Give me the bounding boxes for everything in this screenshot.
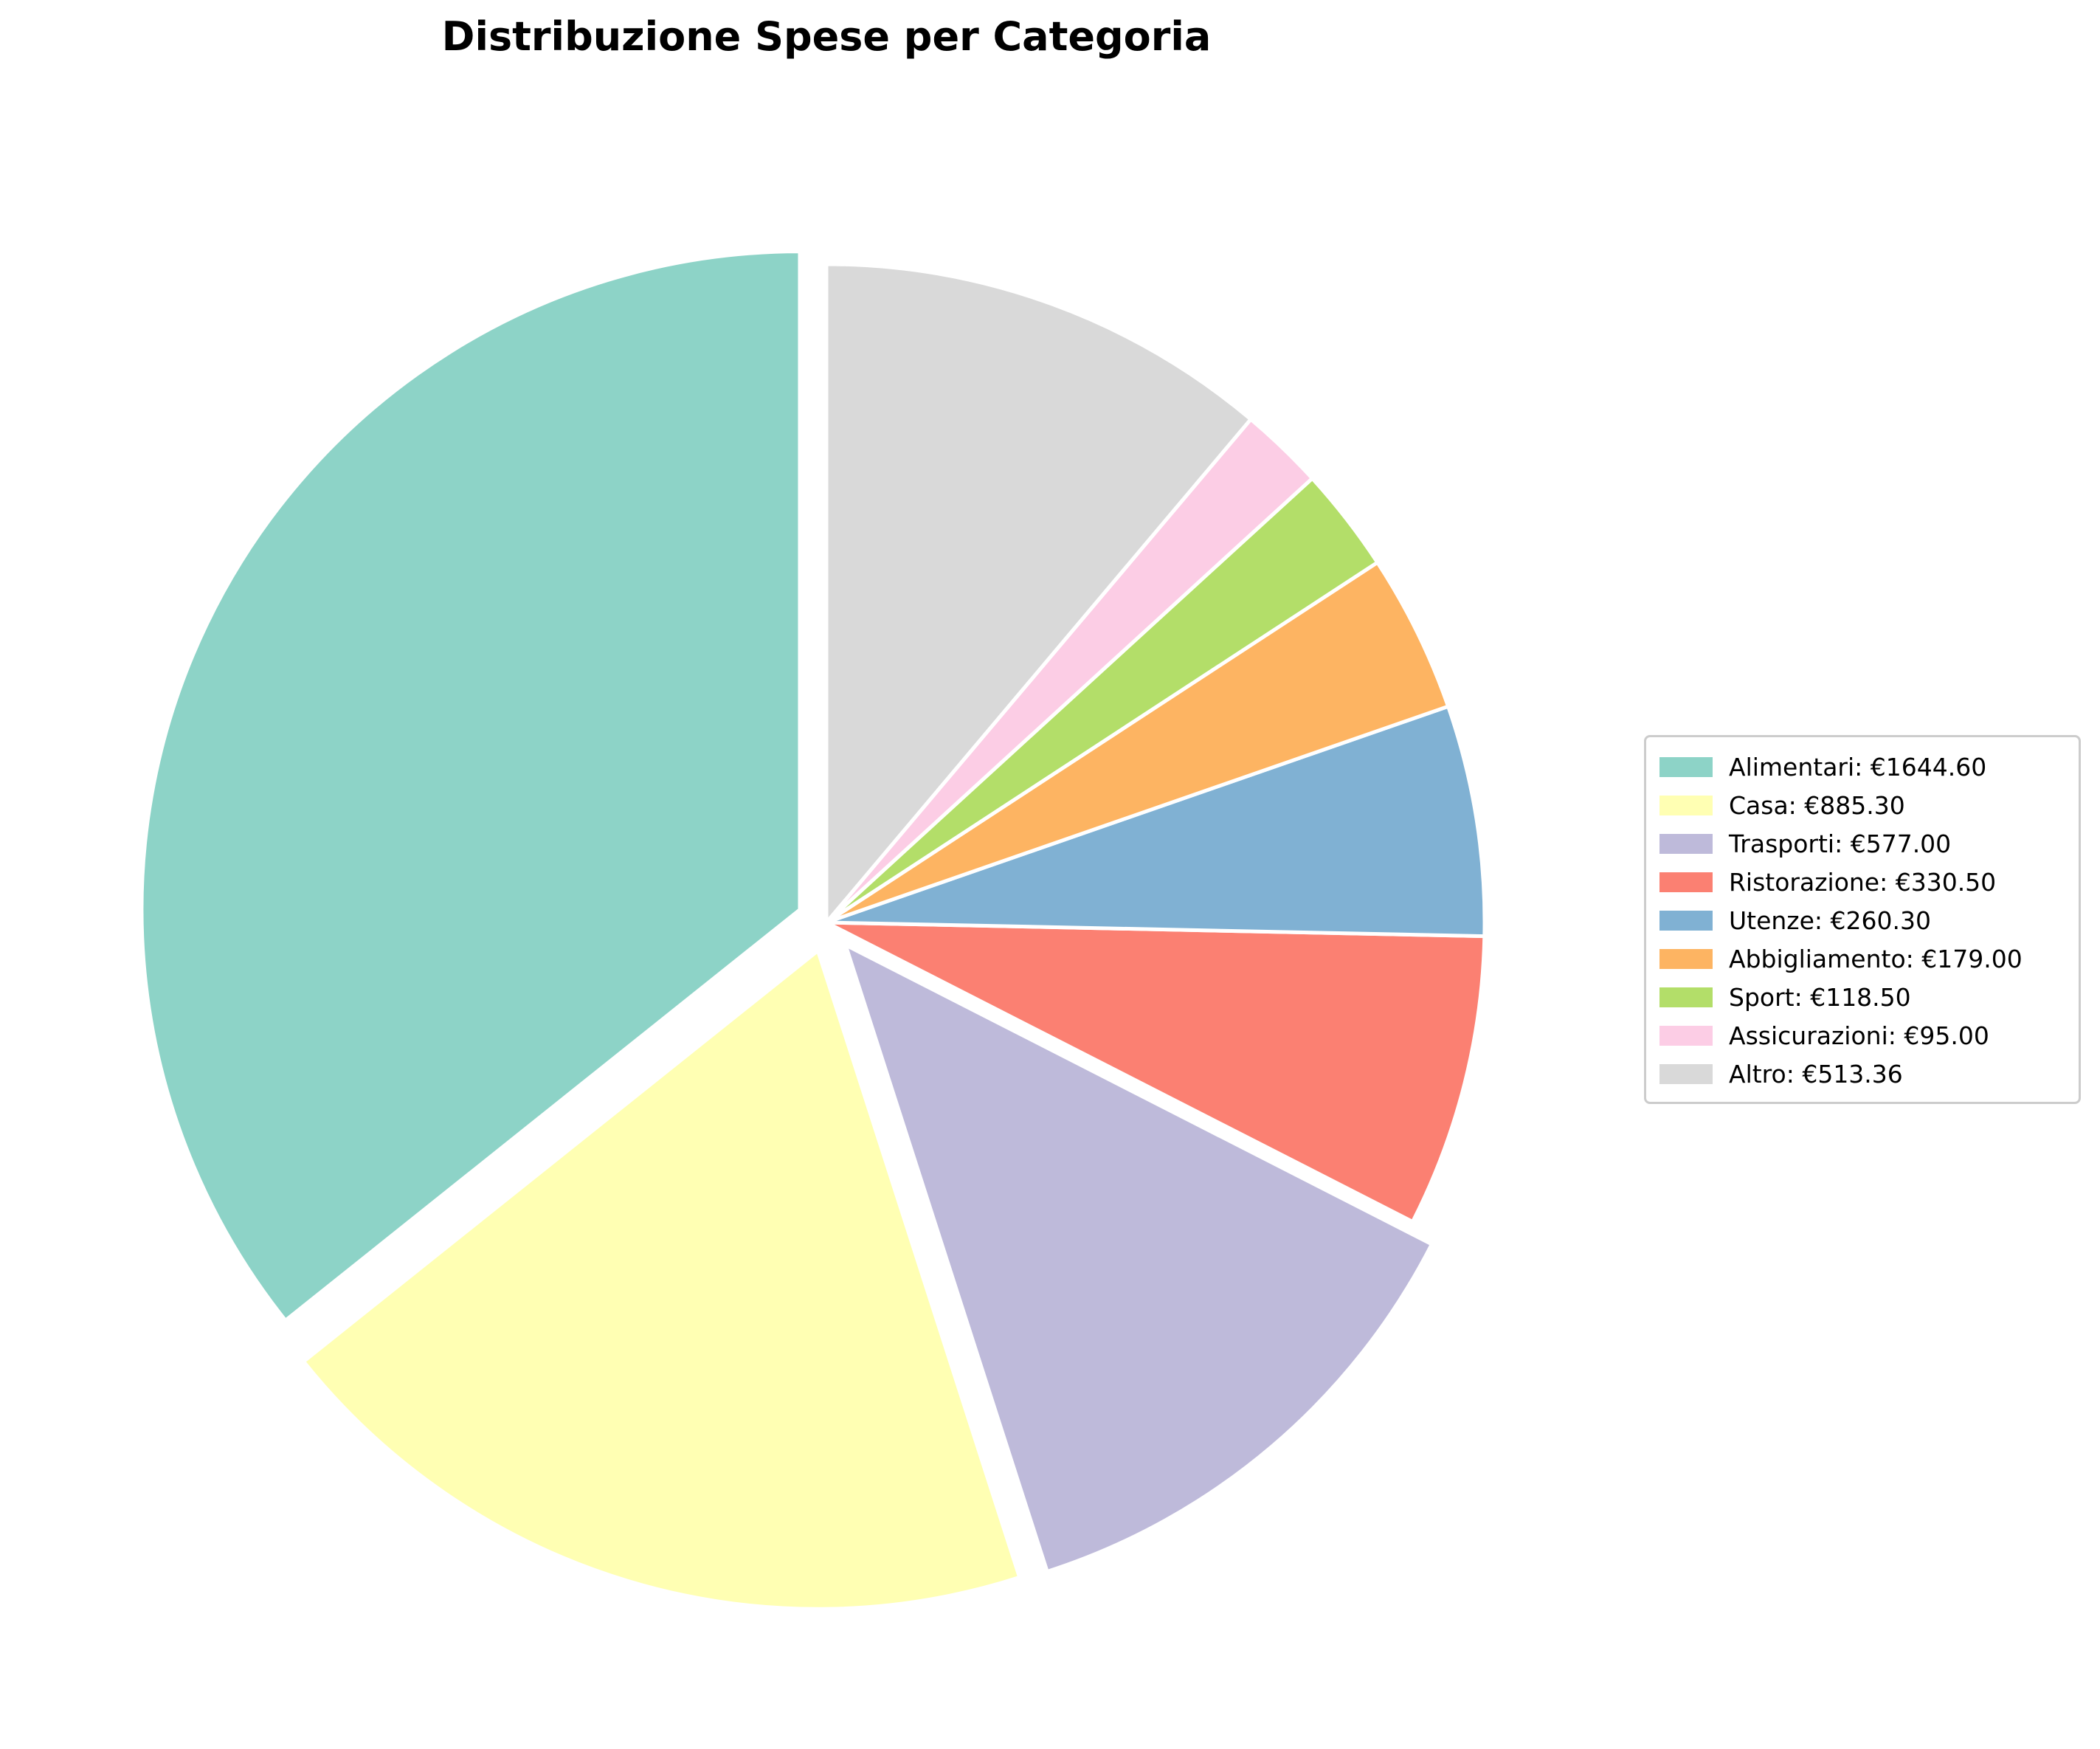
legend-swatch bbox=[1659, 756, 1713, 777]
legend-swatch bbox=[1659, 795, 1713, 815]
legend-swatch bbox=[1659, 987, 1713, 1007]
legend-label: Utenze: €260.30 bbox=[1729, 905, 1932, 935]
legend-item-altro: Altro: €513.36 bbox=[1659, 1055, 2065, 1093]
legend-item-ristorazione: Ristorazione: €330.50 bbox=[1659, 863, 2065, 901]
pie-slice-abbigliamento bbox=[825, 559, 1451, 925]
pie-slice-casa bbox=[300, 948, 1022, 1611]
legend-swatch bbox=[1659, 910, 1713, 931]
pie-slice-utenze bbox=[826, 704, 1487, 939]
legend-label: Trasporti: €577.00 bbox=[1729, 829, 1952, 858]
legend-item-trasporti: Trasporti: €577.00 bbox=[1659, 824, 2065, 863]
legend-item-abbigliamento: Abbigliamento: €179.00 bbox=[1659, 939, 2065, 978]
legend-swatch bbox=[1659, 1025, 1713, 1046]
legend-label: Casa: €885.30 bbox=[1729, 790, 1905, 820]
legend-label: Sport: €118.50 bbox=[1729, 982, 1911, 1012]
legend-label: Abbigliamento: €179.00 bbox=[1729, 944, 2023, 973]
legend-swatch bbox=[1659, 948, 1713, 969]
legend-item-alimentari: Alimentari: €1644.60 bbox=[1659, 748, 2065, 786]
legend-item-assicurazioni: Assicurazioni: €95.00 bbox=[1659, 1016, 2065, 1055]
pie-slice-alimentari bbox=[139, 249, 802, 1323]
legend-swatch bbox=[1659, 833, 1713, 854]
chart-title: Distribuzione Spese per Categoria bbox=[441, 13, 1212, 60]
pie-slice-altro bbox=[824, 262, 1254, 928]
legend-item-casa: Casa: €885.30 bbox=[1659, 786, 2065, 824]
legend-label: Ristorazione: €330.50 bbox=[1729, 867, 1997, 897]
legend-label: Altro: €513.36 bbox=[1729, 1059, 1903, 1089]
pie-slice-ristorazione bbox=[825, 920, 1487, 1224]
legend-label: Alimentari: €1644.60 bbox=[1729, 752, 1987, 782]
legend: Alimentari: €1644.60 Casa: €885.30 Traspor… bbox=[1644, 735, 2081, 1104]
legend-swatch bbox=[1659, 1063, 1713, 1084]
legend-item-utenze: Utenze: €260.30 bbox=[1659, 901, 2065, 939]
legend-item-sport: Sport: €118.50 bbox=[1659, 978, 2065, 1016]
legend-label: Assicurazioni: €95.00 bbox=[1729, 1021, 1989, 1050]
legend-swatch bbox=[1659, 872, 1713, 892]
pie-slice-trasporti bbox=[842, 941, 1434, 1574]
